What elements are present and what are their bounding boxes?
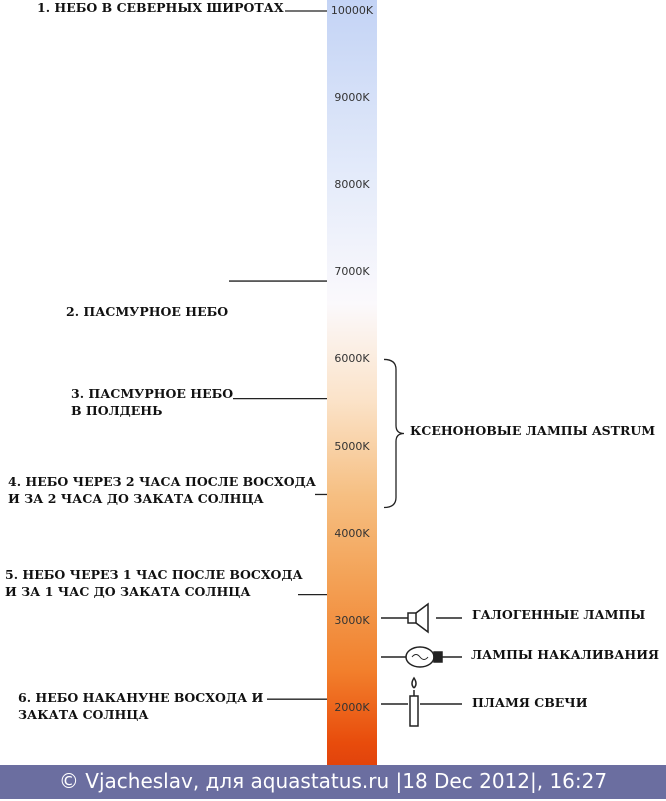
color-temperature-scale-bar — [327, 0, 377, 799]
scale-tick-label: 9000K — [334, 91, 370, 105]
scale-tick-label: 4000K — [334, 526, 370, 540]
incandescent-lamps-label: ЛАМПЫ НАКАЛИВАНИЯ — [471, 647, 660, 662]
scale-tick-label: 8000K — [334, 178, 370, 192]
halogen-lamp-icon — [381, 602, 462, 634]
scale-tick-label: 2000K — [334, 700, 370, 714]
scale-tick-label: 3000K — [334, 613, 370, 627]
left-label-line: 2. ПАСМУРНОЕ НЕБО — [66, 304, 229, 319]
scale-tick-label: 5000K — [334, 439, 370, 453]
left-label-line: И ЗА 1 ЧАС ДО ЗАКАТА СОЛНЦА — [5, 584, 251, 599]
xenon-range-brace — [383, 358, 405, 509]
left-label-line: И ЗА 2 ЧАСА ДО ЗАКАТА СОЛНЦА — [8, 491, 264, 506]
scale-tick-label: 6000K — [334, 352, 370, 366]
candle-icon — [381, 676, 462, 727]
candle-flame-label: ПЛАМЯ СВЕЧИ — [472, 695, 588, 710]
left-label-line: 5. НЕБО ЧЕРЕЗ 1 ЧАС ПОСЛЕ ВОСХОДА — [5, 567, 303, 582]
light-bulb-icon — [381, 646, 462, 668]
left-label-line: 1. НЕБО В СЕВЕРНЫХ ШИРОТАХ — [37, 0, 284, 15]
scale-tick-label: 10000K — [330, 4, 374, 17]
left-label-line: В ПОЛДЕНЬ — [71, 403, 163, 418]
left-label-line: ЗАКАТА СОЛНЦА — [18, 707, 149, 722]
left-label-line: 3. ПАСМУРНОЕ НЕБО — [71, 386, 234, 401]
left-label-line: 6. НЕБО НАКАНУНЕ ВОСХОДА И — [18, 690, 264, 705]
copyright-footer: © Vjacheslav, для aquastatus.ru |18 Dec … — [0, 765, 666, 799]
scale-tick-label: 7000K — [334, 265, 370, 279]
xenon-lamps-label: КСЕНОНОВЫЕ ЛАМПЫ ASTRUM — [410, 423, 656, 438]
left-label-line: 4. НЕБО ЧЕРЕЗ 2 ЧАСА ПОСЛЕ ВОСХОДА — [8, 474, 316, 489]
halogen-lamps-label: ГАЛОГЕННЫЕ ЛАМПЫ — [472, 607, 646, 622]
